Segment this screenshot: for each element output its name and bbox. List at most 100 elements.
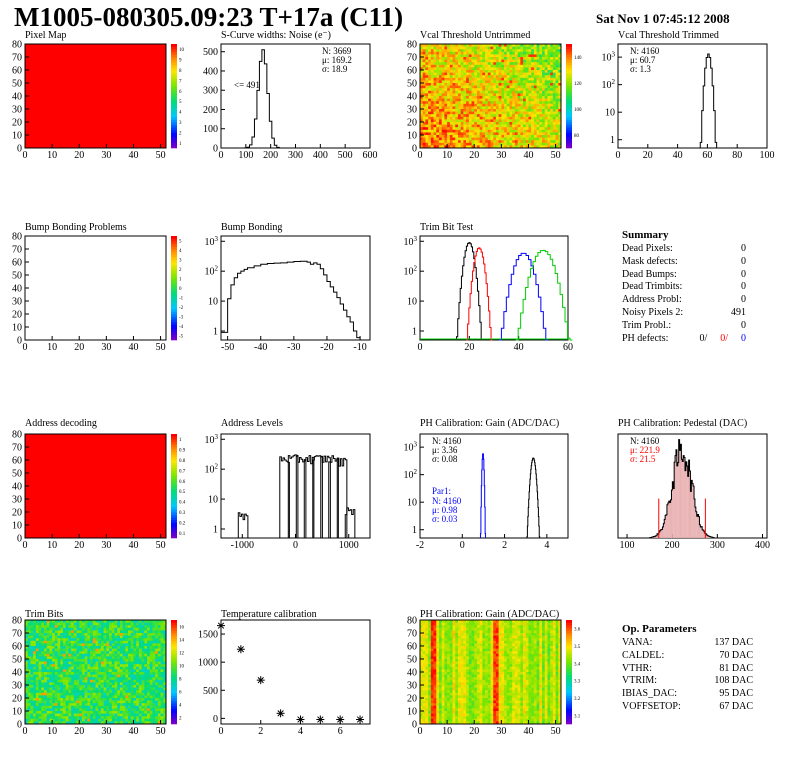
heatmap-cell	[125, 711, 129, 714]
heatmap-cell	[117, 625, 121, 629]
heatmap-cell	[62, 664, 66, 668]
heatmap-cell	[482, 59, 486, 63]
heatmap-cell	[531, 72, 535, 76]
heatmap-cell	[517, 142, 521, 146]
heatmap-cell	[152, 711, 156, 714]
heatmap-cell	[30, 646, 34, 649]
heatmap-cell	[68, 669, 72, 673]
heatmap-cell	[103, 635, 107, 639]
heatmap-cell	[542, 101, 546, 105]
heatmap-cell	[157, 672, 161, 675]
heatmap-cell	[144, 669, 148, 673]
heatmap-cell	[117, 703, 121, 707]
palette-label: -4	[179, 325, 184, 330]
heatmap-cell	[501, 46, 505, 50]
heatmap-cell	[160, 640, 164, 644]
heatmap-cell	[81, 630, 85, 634]
heatmap-cell	[490, 145, 494, 149]
heatmap-cell	[539, 64, 543, 68]
heatmap-cell	[523, 114, 527, 118]
palette-cell	[566, 57, 572, 60]
heatmap-cell	[441, 109, 445, 112]
heatmap-cell	[62, 622, 66, 626]
heatmap-cell	[558, 137, 562, 141]
heatmap-cell	[38, 627, 42, 631]
heatmap-cell	[536, 101, 540, 105]
heatmap-cell	[41, 692, 45, 696]
heatmap-cell	[119, 635, 123, 639]
heatmap-cell	[152, 648, 156, 652]
heatmap-cell	[103, 687, 107, 691]
heatmap-cell	[528, 140, 532, 144]
heatmap-cell	[482, 62, 486, 66]
heatmap-cell	[43, 666, 47, 670]
heatmap-cell	[79, 635, 83, 639]
heatmap-cell	[49, 659, 53, 662]
heatmap-cell	[517, 116, 521, 120]
heatmap-cell	[493, 103, 497, 107]
heatmap-cell	[474, 114, 478, 118]
heatmap-cell	[536, 106, 540, 110]
heatmap-cell	[133, 666, 137, 670]
heatmap-cell	[46, 690, 50, 694]
data-point	[316, 715, 325, 724]
heatmap-cell	[98, 685, 102, 688]
heatmap-cell	[430, 127, 434, 131]
y-tick-label: 1500	[198, 630, 218, 641]
heatmap-cell	[531, 620, 535, 623]
heatmap-cell	[504, 51, 508, 55]
heatmap-cell	[106, 708, 110, 712]
heatmap-cell	[438, 137, 442, 141]
heatmap-cell	[25, 679, 29, 683]
heatmap-cell	[438, 49, 442, 53]
heatmap-cell	[420, 72, 424, 76]
heatmap-cell	[552, 49, 556, 53]
heatmap-cell	[544, 124, 548, 128]
heatmap-cell	[41, 679, 45, 683]
heatmap-cell	[163, 664, 167, 668]
heatmap-cell	[103, 625, 107, 629]
heatmap-cell	[122, 711, 126, 714]
heatmap-cell	[84, 638, 88, 642]
heatmap-cell	[495, 77, 499, 81]
heatmap-cell	[517, 88, 521, 92]
histogram-bar	[666, 514, 667, 538]
heatmap-cell	[449, 116, 453, 120]
x-tick-label: 2	[502, 540, 507, 551]
heatmap-cell	[76, 672, 80, 675]
heatmap-cell	[525, 80, 529, 84]
heatmap-cell	[155, 700, 159, 704]
heatmap-cell	[495, 44, 499, 47]
heatmap-cell	[114, 633, 118, 636]
heatmap-cell	[536, 135, 540, 138]
heatmap-cell	[54, 669, 58, 673]
heatmap-cell	[141, 711, 145, 714]
heatmap-cell	[79, 711, 83, 714]
heatmap-cell	[43, 674, 47, 678]
heatmap-cell	[149, 703, 153, 707]
heatmap-cell	[141, 674, 145, 678]
heatmap-cell	[84, 653, 88, 657]
heatmap-cell	[76, 690, 80, 694]
heatmap-cell	[471, 64, 475, 68]
heatmap-cell	[95, 677, 99, 681]
heatmap-cell	[41, 666, 45, 670]
heatmap-cell	[471, 57, 475, 60]
heatmap-cell	[98, 718, 102, 722]
heatmap-cell	[485, 142, 489, 146]
heatmap-cell	[525, 127, 529, 131]
heatmap-cell	[106, 646, 110, 649]
heatmap-cell	[133, 664, 137, 668]
palette-cell	[171, 661, 177, 665]
heatmap-cell	[103, 700, 107, 704]
heatmap-cell	[73, 620, 77, 623]
heatmap-cell	[547, 109, 551, 112]
heatmap-cell	[506, 124, 510, 128]
heatmap-cell	[35, 640, 39, 644]
heatmap-cell	[111, 627, 115, 631]
heatmap-cell	[555, 114, 559, 118]
heatmap-cell	[35, 705, 39, 709]
heatmap-cell	[550, 85, 554, 89]
heatmap-cell	[87, 687, 91, 691]
heatmap-cell	[428, 59, 432, 63]
